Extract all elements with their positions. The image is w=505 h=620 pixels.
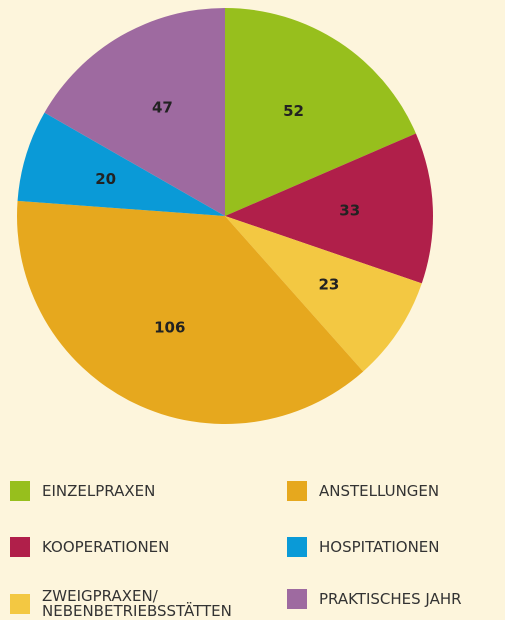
legend-item: PRAKTISCHES JAHR [287,589,462,609]
legend-swatch [10,537,30,557]
data-label: 23 [318,276,339,294]
data-label: 47 [152,99,173,117]
data-label: 20 [95,170,116,188]
legend-swatch [287,481,307,501]
legend-item: KOOPERATIONEN [10,537,169,557]
legend-swatch [10,481,30,501]
pie-slice [17,200,364,424]
legend-item: EINZELPRAXEN [10,481,155,501]
pie-slice [225,133,433,284]
legend-label: KOOPERATIONEN [42,537,170,556]
legend-label: EINZELPRAXEN [42,481,156,500]
pie-slice [17,112,225,216]
legend-item: HOSPITATIONEN [287,537,439,557]
pie-slice [225,8,416,216]
legend-label: ZWEIGPRAXEN/ NEBENBETRIEBSSTÄTTEN [42,587,232,620]
legend-swatch [10,594,30,614]
data-label: 52 [283,102,304,120]
pie-chart: 52 33 23 106 20 47 [17,8,433,424]
pie-slice [225,216,422,372]
legend-item: ANSTELLUNGEN [287,481,439,501]
legend-swatch [287,537,307,557]
pie-slice [44,8,225,216]
data-label: 106 [154,318,185,336]
legend-label: ANSTELLUNGEN [319,481,440,500]
legend-item: ZWEIGPRAXEN/ NEBENBETRIEBSSTÄTTEN [10,589,232,619]
legend-label: HOSPITATIONEN [319,537,440,556]
legend-label: PRAKTISCHES JAHR [319,589,462,608]
data-label: 33 [339,202,360,220]
legend-swatch [287,589,307,609]
